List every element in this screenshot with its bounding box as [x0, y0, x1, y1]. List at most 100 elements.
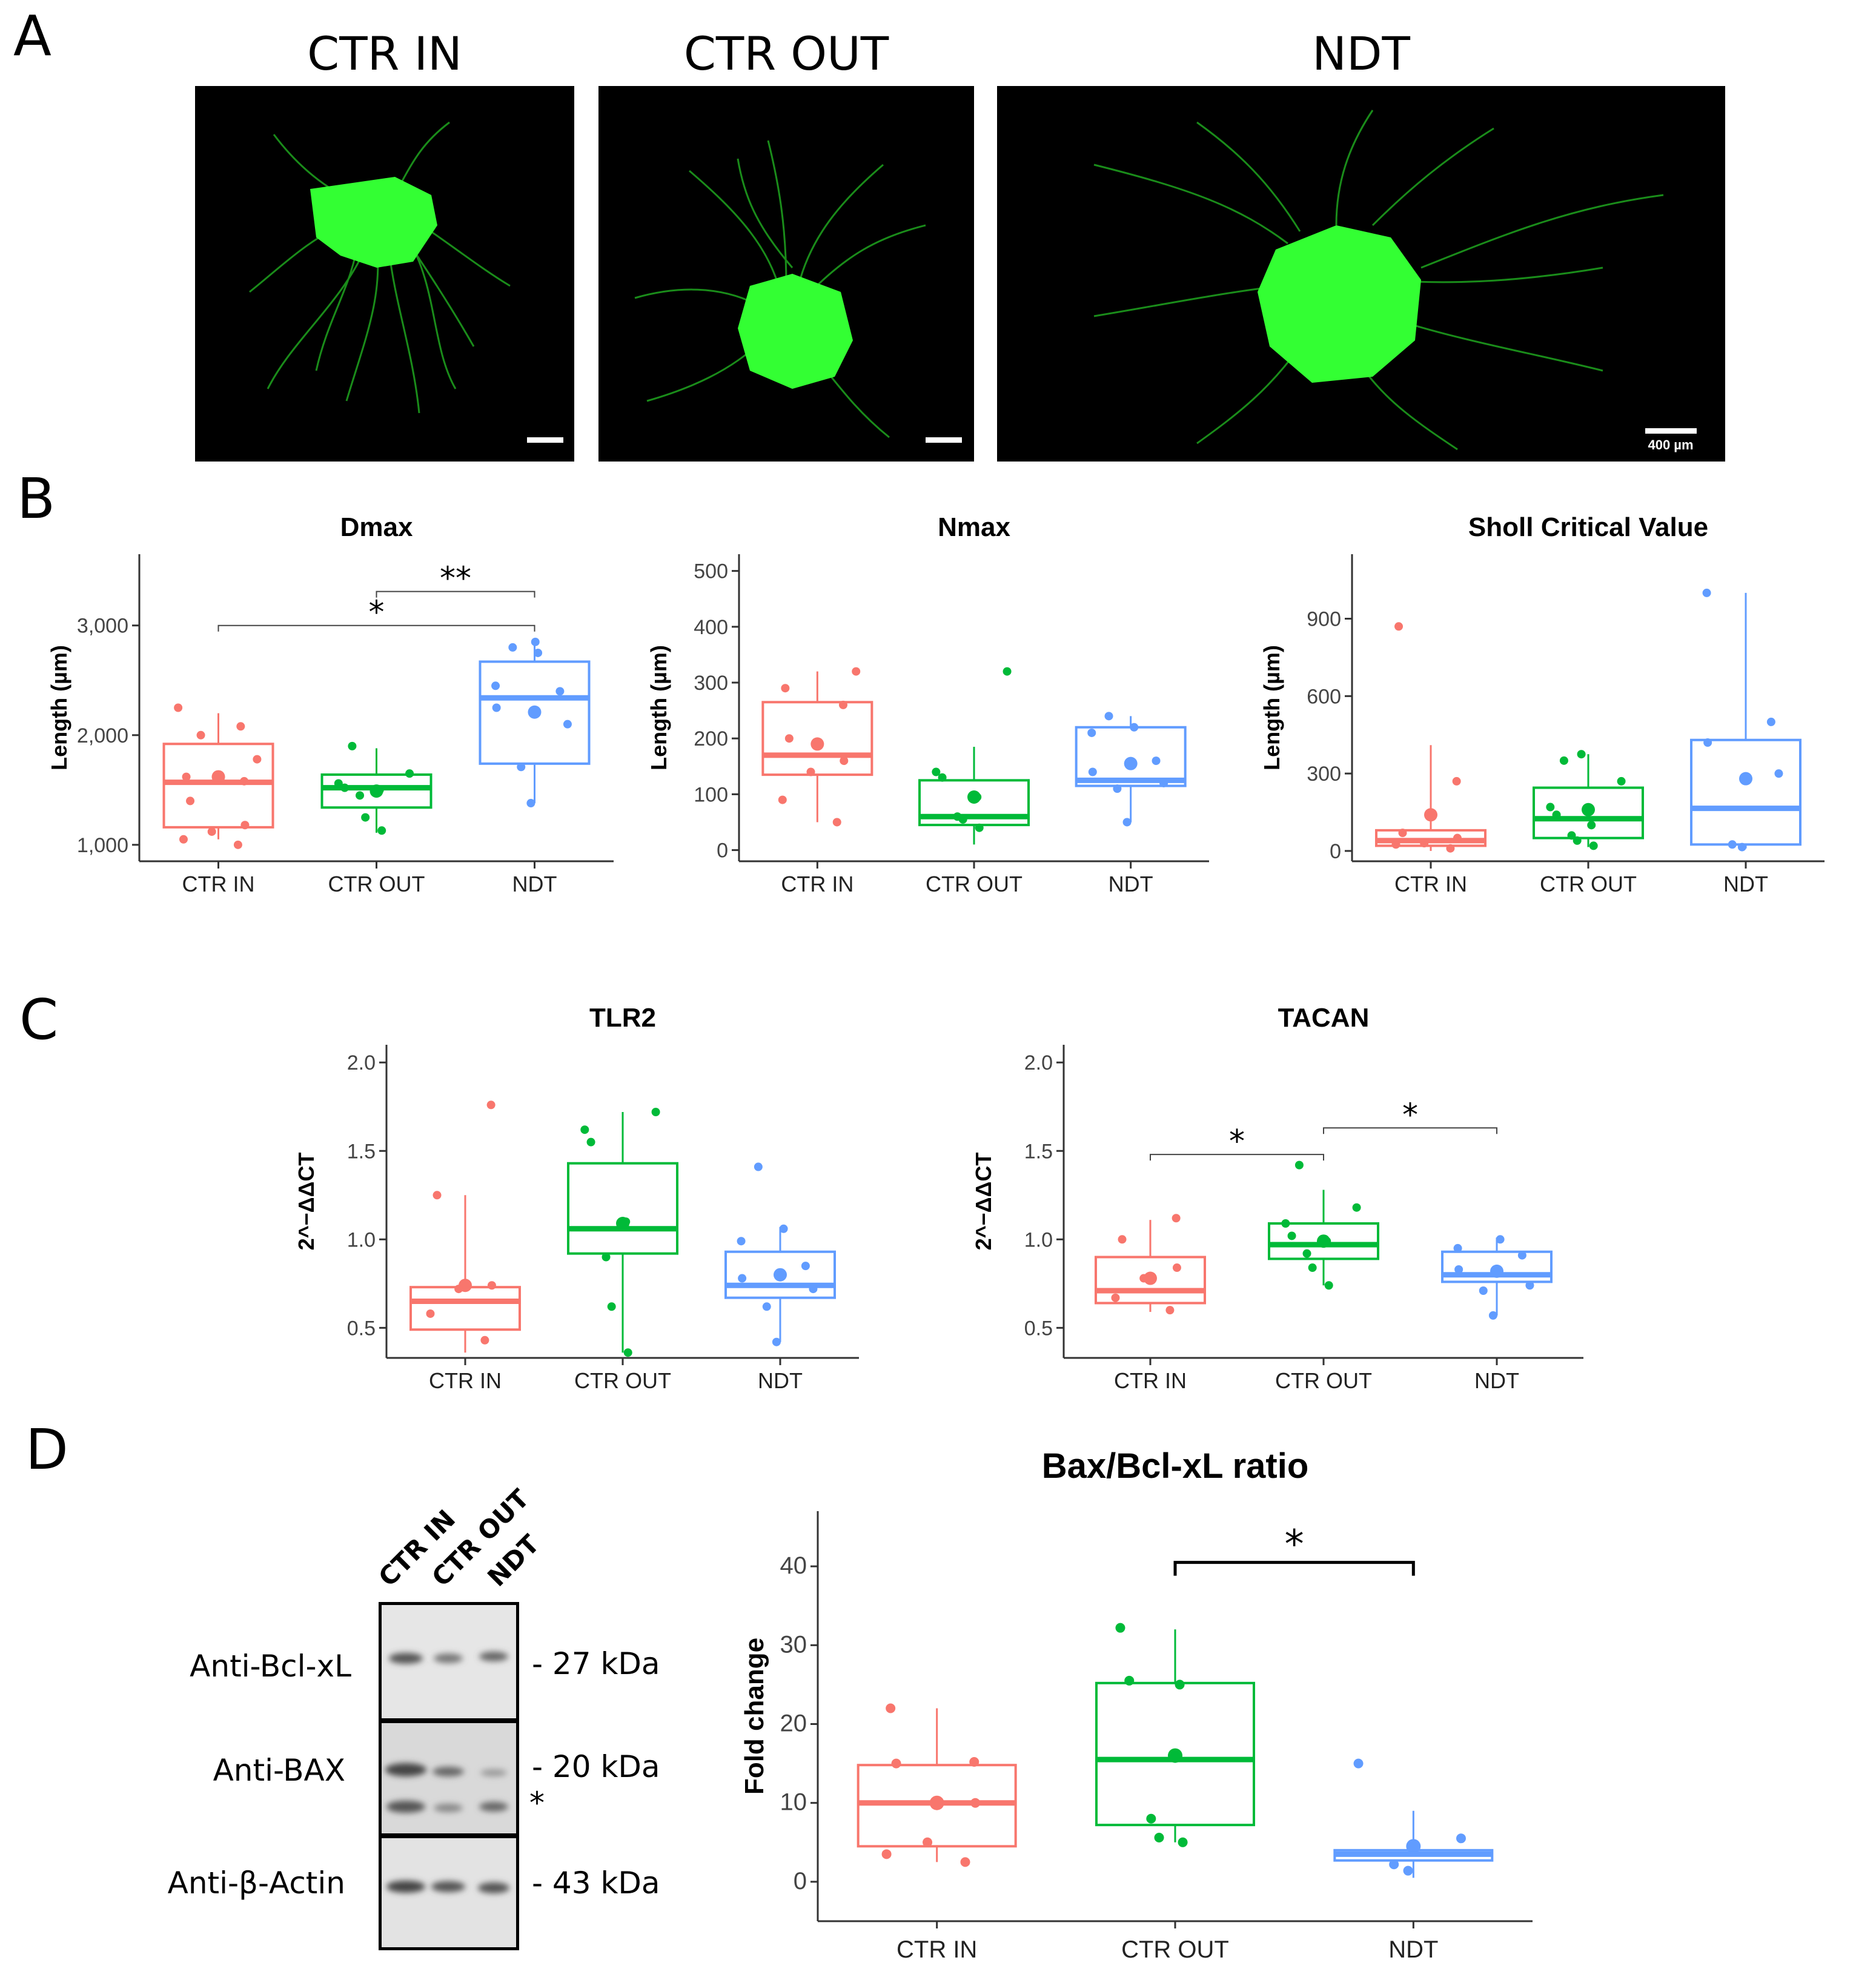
- micrograph-ctr-in: [195, 86, 574, 462]
- data-point: [1728, 840, 1737, 849]
- data-point: [1453, 833, 1462, 842]
- mean-point: [1317, 1234, 1330, 1248]
- data-point: [1589, 841, 1598, 850]
- box: [320, 773, 433, 809]
- mean-point: [1739, 772, 1752, 786]
- data-point: [1587, 821, 1596, 830]
- data-point: [1573, 836, 1582, 845]
- x-tick-label: NDT: [758, 1368, 803, 1393]
- data-point: [492, 703, 501, 712]
- data-point: [801, 1262, 810, 1271]
- data-point: [1146, 1813, 1156, 1824]
- data-point: [174, 703, 183, 712]
- data-point: [1559, 756, 1568, 765]
- x-tick-label: NDT: [1109, 872, 1153, 896]
- data-point: [1453, 1243, 1462, 1253]
- data-point: [1003, 667, 1012, 676]
- data-point: [534, 648, 543, 657]
- data-point: [1322, 1237, 1331, 1246]
- y-tick-label: 1,000: [77, 834, 128, 857]
- mean-point: [616, 1217, 629, 1231]
- data-point: [487, 1281, 496, 1290]
- data-point: [886, 1703, 896, 1713]
- data-point: [1774, 769, 1783, 778]
- x-tick-label: CTR OUT: [1275, 1368, 1372, 1393]
- data-point: [196, 730, 205, 740]
- data-point: [1737, 842, 1746, 852]
- box: [1690, 738, 1801, 846]
- mean-point: [774, 1268, 787, 1282]
- data-point: [762, 1302, 771, 1311]
- data-point: [334, 779, 343, 788]
- chart-title: Bax/Bcl-xL ratio: [1042, 1446, 1309, 1486]
- box: [567, 1162, 678, 1255]
- y-tick-label: 500: [694, 560, 728, 583]
- mean-point: [459, 1279, 472, 1292]
- data-point: [1766, 717, 1775, 726]
- data-point: [975, 823, 984, 832]
- image-title-ctr-in: CTR IN: [307, 27, 462, 81]
- x-tick-label: CTR IN: [182, 872, 255, 896]
- data-point: [1617, 776, 1626, 786]
- mean-point: [1144, 1271, 1157, 1285]
- box: [1441, 1250, 1553, 1283]
- chart-title: TLR2: [589, 1003, 656, 1033]
- data-point: [1353, 1758, 1364, 1769]
- data-point: [953, 812, 962, 821]
- y-tick-label: 20: [780, 1710, 807, 1737]
- data-point: [340, 783, 350, 792]
- mean-point: [1582, 803, 1595, 816]
- data-point: [377, 826, 386, 835]
- y-axis-label: 2^−ΔΔCT: [971, 1153, 996, 1251]
- data-point: [781, 684, 790, 693]
- y-tick-label: 2.0: [347, 1051, 376, 1074]
- data-point: [1488, 1311, 1497, 1320]
- box: [1533, 786, 1644, 839]
- data-point: [778, 795, 787, 804]
- mean-point: [1406, 1839, 1421, 1854]
- data-point: [1088, 767, 1097, 776]
- data-point: [806, 767, 815, 776]
- y-tick-label: 1.0: [347, 1228, 376, 1251]
- data-point: [1496, 1235, 1505, 1244]
- box: [857, 1764, 1017, 1848]
- data-point: [179, 835, 188, 844]
- mean-point: [1424, 808, 1437, 822]
- box: [1333, 1849, 1494, 1862]
- data-point: [1172, 1263, 1181, 1273]
- data-point: [623, 1348, 632, 1357]
- data-point: [1567, 831, 1576, 840]
- data-point: [182, 772, 191, 781]
- y-tick-label: 1.0: [1024, 1228, 1053, 1251]
- mean-point: [1490, 1264, 1503, 1278]
- data-point: [1159, 778, 1168, 787]
- micrograph-ndt: 400 µm: [997, 86, 1725, 462]
- panel-letter-a: A: [13, 4, 51, 68]
- data-point: [1446, 844, 1455, 853]
- chart-title: Sholl Critical Value: [1468, 512, 1708, 542]
- data-point: [1287, 1231, 1296, 1240]
- data-point: [480, 1335, 489, 1345]
- data-point: [1122, 818, 1132, 827]
- y-tick-label: 0.5: [1024, 1317, 1053, 1340]
- data-point: [1546, 803, 1555, 812]
- significance-label: *: [1402, 1097, 1418, 1133]
- data-point: [1104, 712, 1113, 721]
- data-point: [1308, 1263, 1317, 1273]
- data-point: [563, 720, 572, 729]
- panel-letter-b: B: [17, 466, 56, 531]
- y-tick-label: 1.5: [1024, 1140, 1053, 1163]
- significance-label: *: [369, 595, 385, 631]
- data-point: [1165, 1306, 1175, 1315]
- data-point: [923, 1837, 933, 1847]
- data-point: [1178, 1837, 1188, 1847]
- data-point: [526, 799, 535, 808]
- y-tick-label: 30: [780, 1631, 807, 1658]
- data-point: [602, 1253, 611, 1262]
- y-tick-label: 400: [694, 616, 728, 639]
- data-point: [1552, 810, 1561, 819]
- data-point: [960, 1857, 970, 1867]
- western-blot: [378, 1601, 520, 1951]
- data-point: [938, 773, 947, 782]
- data-point: [186, 796, 195, 806]
